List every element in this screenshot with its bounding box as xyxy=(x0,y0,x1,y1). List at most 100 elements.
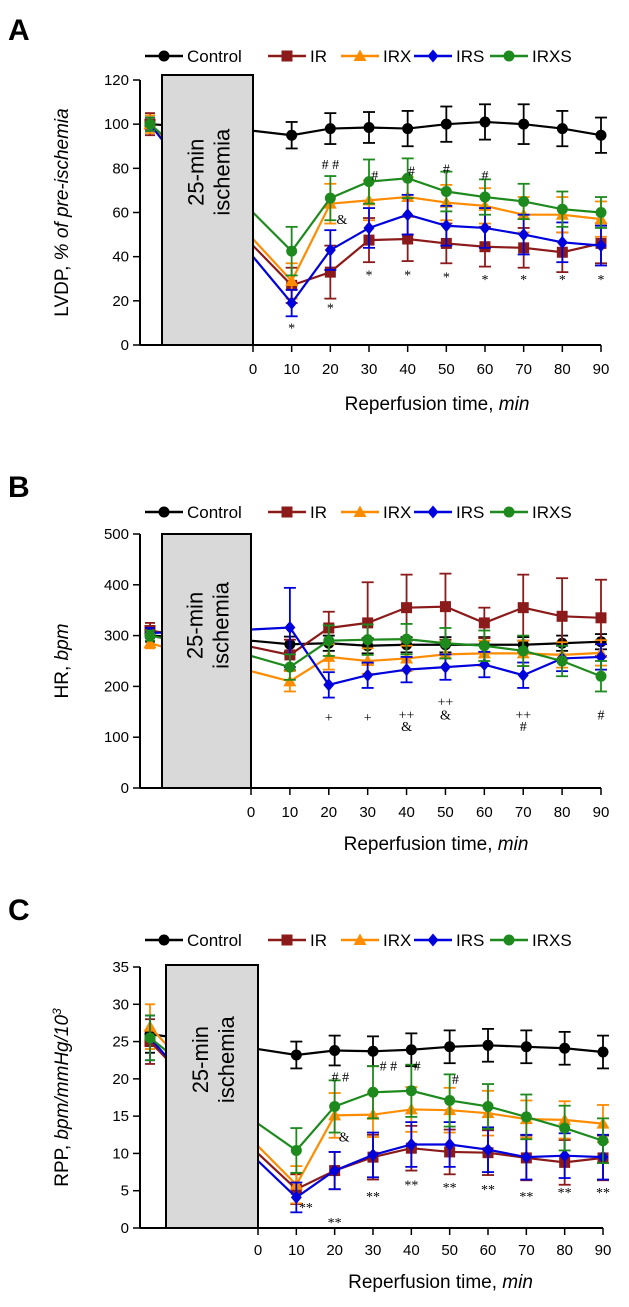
y-tick-label: 25 xyxy=(112,1034,129,1051)
series-irs xyxy=(144,586,607,699)
data-point xyxy=(401,602,413,614)
data-point xyxy=(402,172,414,184)
data-point xyxy=(595,612,607,624)
data-point-baseline xyxy=(144,630,156,642)
x-axis-title: Reperfusion time, min xyxy=(348,1272,533,1293)
significance-marker: * xyxy=(366,268,373,283)
data-point xyxy=(362,668,374,682)
data-point xyxy=(324,123,336,135)
data-point xyxy=(329,1100,341,1112)
data-point xyxy=(518,228,530,242)
data-point xyxy=(518,195,530,207)
data-point xyxy=(401,633,413,645)
x-tick-label: 70 xyxy=(515,361,532,378)
x-tick-label: 20 xyxy=(320,804,337,821)
significance-marker: & xyxy=(339,1130,350,1145)
y-tick-label: 100 xyxy=(104,116,129,133)
x-tick-label: 30 xyxy=(359,804,376,821)
legend-label-ir: IR xyxy=(310,503,327,522)
data-point-baseline xyxy=(144,1032,156,1044)
legend-marker-control xyxy=(158,506,170,518)
data-point xyxy=(517,668,529,682)
data-point xyxy=(439,637,451,649)
x-tick-label: 80 xyxy=(554,804,571,821)
x-tick-label: 60 xyxy=(477,361,494,378)
data-point xyxy=(440,186,452,198)
legend-label-irx: IRX xyxy=(383,931,411,950)
data-point-baseline xyxy=(143,636,157,649)
legend-marker-ir xyxy=(281,50,293,62)
significance-marker: * xyxy=(443,271,450,286)
x-tick-label: 50 xyxy=(437,804,454,821)
data-point xyxy=(444,1137,456,1151)
significance-marker: & xyxy=(336,213,347,228)
legend-marker-ir xyxy=(281,934,293,946)
y-axis-title-unit: bpm/mmHg/10 xyxy=(52,1015,73,1140)
x-tick-label: 0 xyxy=(254,1242,262,1259)
chart-panel-a: A Control IR IRX IRS IRXS 0 20 40 60 80 100 120 0 10 20… xyxy=(8,14,609,415)
panel-letter: C xyxy=(8,894,30,927)
y-tick-label: 200 xyxy=(104,678,129,695)
significance-marker: # xyxy=(520,720,527,735)
data-point xyxy=(329,1045,341,1057)
y-tick-label: 400 xyxy=(104,577,129,594)
x-tick-label: 70 xyxy=(518,1242,535,1259)
ischemia-box xyxy=(161,533,252,789)
significance-marker: & xyxy=(401,720,412,735)
series-group xyxy=(143,1003,610,1214)
data-point xyxy=(482,1100,494,1112)
legend-marker-control xyxy=(158,934,170,946)
data-point xyxy=(517,602,529,614)
data-point xyxy=(595,670,607,682)
data-point xyxy=(520,1041,532,1053)
legend-label-irxs: IRXS xyxy=(532,47,572,66)
significance-marker: * xyxy=(482,273,489,288)
significance-marker: * xyxy=(288,321,295,336)
legend-label-control: Control xyxy=(187,931,242,950)
significance-marker: ** xyxy=(366,1190,380,1205)
ischemia-label-line2: ischemia xyxy=(210,128,235,216)
x-tick-label: 40 xyxy=(403,1242,420,1259)
significance-marker: # xyxy=(482,169,489,184)
data-point xyxy=(517,645,529,657)
x-tick-label: 80 xyxy=(556,1242,573,1259)
significance-marker: ++ xyxy=(515,708,531,723)
significance-marker: # # xyxy=(322,158,340,173)
annotations: ** ** ** ** ** ** ** ** ** # # # # # # & xyxy=(299,1059,610,1231)
data-point xyxy=(478,640,490,652)
legend-label-irs: IRS xyxy=(456,931,484,950)
x-tick-label: 0 xyxy=(249,361,257,378)
y-axis-title-main: HR, xyxy=(52,660,73,698)
ischemia-label-line1: 25-min xyxy=(184,139,209,206)
legend-marker-irx xyxy=(353,933,367,945)
data-point xyxy=(520,1111,532,1123)
significance-marker: ** xyxy=(481,1183,495,1198)
series-irxs xyxy=(144,116,607,277)
x-axis-title-main: Reperfusion time, xyxy=(345,394,499,415)
data-point-baseline xyxy=(144,118,156,130)
significance-marker: # xyxy=(408,165,415,180)
data-point xyxy=(482,1039,494,1051)
data-point xyxy=(367,1148,379,1162)
legend-label-ir: IR xyxy=(310,931,327,950)
legend-marker-irs xyxy=(427,49,439,63)
data-point xyxy=(479,221,491,235)
y-tick-label: 0 xyxy=(121,780,129,797)
x-tick-label: 90 xyxy=(595,1242,612,1259)
y-axis-title-sup: 3 xyxy=(50,1008,64,1015)
y-tick-label: 15 xyxy=(112,1108,129,1125)
data-point xyxy=(444,1094,456,1106)
series-irxs xyxy=(144,623,607,693)
legend-label-control: Control xyxy=(187,503,242,522)
panel-letter: B xyxy=(8,471,30,504)
data-point xyxy=(482,1143,494,1157)
x-tick-label: 40 xyxy=(399,361,416,378)
data-point xyxy=(440,219,452,233)
legend-marker-irs xyxy=(427,505,439,519)
legend-marker-irxs xyxy=(503,506,515,518)
x-tick-label: 60 xyxy=(480,1242,497,1259)
data-point xyxy=(323,635,335,647)
data-point xyxy=(402,233,414,245)
chart-panel-b: B Control IR IRX IRS IRXS 0 100 200 300 400 500 0 10 2… xyxy=(8,471,609,855)
